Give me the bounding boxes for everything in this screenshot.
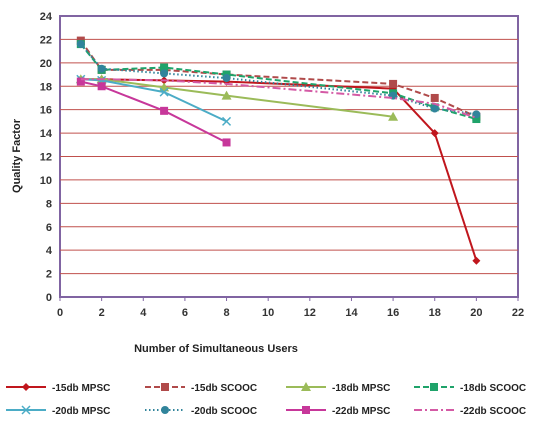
y-tick-label: 4 — [46, 245, 53, 257]
y-tick-label: 16 — [40, 105, 52, 117]
data-point — [159, 87, 169, 97]
legend-marker — [161, 406, 169, 414]
data-point — [430, 104, 439, 113]
legend-item: -15db SCOOC — [145, 383, 257, 394]
legend-item: -22db MPSC — [286, 406, 390, 417]
legend-marker — [302, 406, 310, 414]
data-point — [97, 82, 106, 91]
legend-label: -20db MPSC — [52, 406, 110, 417]
legend-label: -18db SCOOC — [460, 383, 526, 394]
legend-item: -20db SCOOC — [145, 406, 257, 417]
x-tick-label: 22 — [512, 307, 524, 319]
legend-marker — [22, 383, 30, 391]
y-axis-title: Quality Factor — [11, 118, 23, 193]
y-tick-label: 14 — [40, 128, 53, 140]
y-tick-label: 8 — [46, 198, 52, 210]
series-line — [80, 80, 227, 144]
legend-item: -15db MPSC — [6, 383, 110, 394]
series-6 — [76, 40, 481, 119]
data-point — [222, 74, 231, 83]
data-point — [222, 138, 231, 147]
legend: -15db MPSC -15db SCOOC -18db MPSC -18db SCO… — [6, 382, 526, 417]
x-axis-title: Number of Simultaneous Users — [134, 343, 298, 355]
legend-marker — [430, 383, 438, 391]
y-tick-label: 20 — [40, 58, 52, 70]
data-point — [97, 64, 106, 73]
x-tick-label: 8 — [223, 307, 229, 319]
legend-item: -18db MPSC — [286, 382, 390, 394]
x-tick-label: 20 — [470, 307, 482, 319]
y-tick-label: 6 — [46, 222, 52, 234]
series-line — [80, 78, 477, 119]
series-line — [80, 78, 227, 123]
data-point — [472, 256, 481, 265]
x-tick-label: 18 — [429, 307, 441, 319]
data-point-stroke — [222, 116, 232, 126]
legend-label: -20db SCOOC — [191, 406, 257, 417]
data-point — [76, 40, 85, 49]
y-tick-label: 24 — [40, 11, 53, 23]
legend-marker — [21, 405, 31, 415]
data-point — [160, 69, 169, 78]
data-point — [430, 93, 439, 102]
data-point — [389, 79, 398, 88]
y-tick-label: 0 — [46, 292, 52, 304]
data-point — [472, 115, 481, 124]
series-7 — [76, 77, 231, 147]
series-lines — [75, 36, 481, 265]
y-tick-label: 2 — [46, 269, 52, 281]
data-point — [222, 116, 232, 126]
data-point — [388, 111, 399, 121]
y-tick-label: 12 — [40, 152, 52, 164]
y-tick-label: 18 — [40, 81, 52, 93]
legend-label: -15db MPSC — [52, 383, 110, 394]
series-8 — [80, 78, 477, 119]
data-point — [160, 106, 169, 115]
legend-marker — [301, 382, 311, 391]
legend-item: -20db MPSC — [6, 405, 110, 417]
x-tick-label: 0 — [57, 307, 63, 319]
x-tick-label: 2 — [99, 307, 105, 319]
y-tick-label: 10 — [40, 175, 52, 187]
legend-label: -18db MPSC — [332, 383, 390, 394]
data-point — [76, 77, 85, 86]
x-tick-label: 10 — [262, 307, 274, 319]
legend-marker-stroke — [21, 405, 31, 415]
data-point-stroke — [159, 87, 169, 97]
legend-item: -22db SCOOC — [414, 406, 526, 417]
data-point — [221, 90, 232, 100]
x-tick-label: 14 — [345, 307, 358, 319]
x-tick-label: 6 — [182, 307, 188, 319]
legend-label: -15db SCOOC — [191, 383, 257, 394]
data-point — [160, 63, 169, 72]
x-tick-label: 16 — [387, 307, 399, 319]
y-tick-label: 22 — [40, 34, 52, 46]
legend-label: -22db SCOOC — [460, 406, 526, 417]
legend-marker — [161, 383, 169, 391]
data-point — [430, 129, 439, 138]
legend-label: -22db MPSC — [332, 406, 390, 417]
x-tick-label: 12 — [304, 307, 316, 319]
legend-item: -18db SCOOC — [414, 383, 526, 394]
x-tick-label: 4 — [140, 307, 147, 319]
